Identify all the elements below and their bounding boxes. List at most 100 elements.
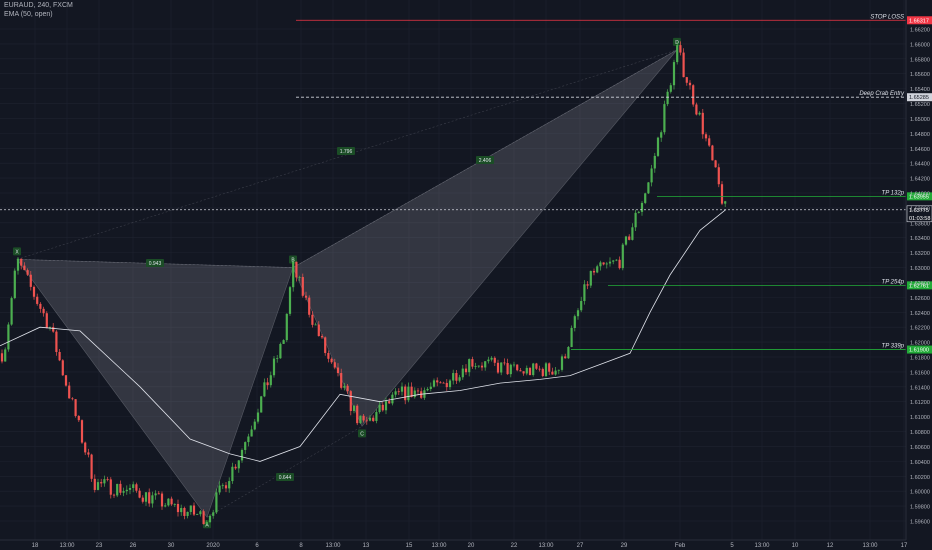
candle-up: [599, 260, 602, 271]
candle-up: [698, 111, 701, 116]
candle-up: [660, 130, 663, 142]
candle-body: [100, 482, 103, 484]
candle-body: [596, 266, 599, 273]
candle-body: [247, 436, 250, 443]
candle-body: [135, 484, 138, 491]
candle-down: [52, 323, 55, 333]
candle-body: [474, 366, 477, 367]
candle-body: [436, 380, 439, 383]
candle-up: [426, 387, 429, 392]
candle-body: [650, 168, 653, 183]
candle-up: [407, 382, 410, 403]
point-label: A: [205, 522, 209, 528]
candle-body: [426, 388, 429, 391]
candle-down: [711, 144, 714, 161]
candle-down: [503, 358, 506, 366]
candle-body: [333, 362, 336, 368]
candle-up: [580, 296, 583, 313]
candle-up: [583, 280, 586, 305]
price-tick-label: 1.60000: [910, 490, 930, 496]
candle-body: [276, 358, 279, 360]
candle-body: [20, 258, 23, 266]
candle-body: [39, 303, 42, 309]
candle-down: [39, 302, 42, 313]
candle-body: [692, 85, 695, 105]
candle-down: [528, 366, 532, 376]
candle-body: [346, 385, 349, 392]
candle-up: [231, 462, 234, 484]
candle-up: [151, 491, 154, 508]
candle-down: [330, 357, 333, 364]
candle-body: [144, 492, 148, 502]
candle-down: [0, 349, 4, 364]
candle-up: [199, 510, 202, 517]
candle-up: [394, 388, 397, 398]
candle-body: [58, 352, 61, 361]
candle-body: [298, 277, 301, 278]
symbol-title[interactable]: EURAUD, 240, FXCM: [4, 2, 73, 9]
candle-body: [660, 132, 663, 138]
indicator-label[interactable]: EMA (50, open): [4, 11, 53, 18]
candle-body: [42, 308, 45, 314]
level-tp-254p: TP 254p 1.62761: [608, 279, 932, 290]
level-price-tag-text: 1.63955: [909, 194, 929, 200]
candle-down: [304, 291, 308, 301]
level-price-tag-text: 1.62761: [909, 283, 929, 289]
candle-body: [311, 314, 314, 325]
candle-down: [372, 415, 375, 423]
candle-body: [557, 369, 560, 371]
candle-body: [480, 365, 484, 368]
candle-body: [64, 375, 68, 386]
candle-body: [432, 380, 436, 387]
price-axis[interactable]: 1.66200 1.66000 1.65800 1.65600 1.65400 1.652…: [905, 0, 930, 540]
level-price-tag: [907, 16, 932, 25]
candle-down: [420, 387, 423, 399]
candle-body: [368, 417, 372, 421]
candle-down: [704, 132, 708, 142]
candle-down: [234, 464, 237, 470]
candle-body: [381, 404, 384, 411]
level-label: TP 339p: [882, 344, 905, 350]
candle-body: [36, 296, 39, 304]
candle-body: [615, 259, 618, 261]
candle-body: [416, 390, 420, 392]
candle-body: [189, 505, 192, 512]
candle-up: [189, 505, 192, 515]
candle-body: [573, 316, 576, 328]
price-tick-label: 1.60800: [910, 430, 930, 436]
candle-up: [554, 366, 557, 376]
candle-down: [45, 311, 48, 329]
level-label: TP 132p: [882, 190, 905, 196]
candle-body: [52, 327, 55, 332]
current-price-tag: [906, 205, 932, 223]
candle-body: [580, 301, 583, 311]
level-label: STOP LOSS: [870, 14, 904, 20]
candle-down: [26, 268, 29, 276]
candle-down: [68, 381, 71, 399]
candle-body: [330, 358, 333, 363]
candle-down: [176, 499, 180, 517]
candle-up: [612, 259, 615, 265]
pattern-connector: [16, 49, 678, 260]
candle-up: [468, 358, 471, 377]
candle-body: [378, 404, 381, 413]
candle-body: [544, 363, 548, 377]
price-tick-label: 1.65800: [910, 57, 930, 63]
candle-body: [442, 382, 445, 384]
time-axis[interactable]: 18 13:00 23 26 30 2020 6 8 13:00 13 15 13:00 20 22 13:…: [0, 539, 908, 549]
time-tick-label: 27: [577, 543, 584, 549]
candle-body: [77, 415, 80, 421]
candle-down: [224, 482, 228, 493]
price-tick-label: 1.62800: [910, 281, 930, 287]
candle-body: [397, 391, 400, 393]
candle-body: [448, 380, 452, 388]
price-tick-label: 1.62400: [910, 311, 930, 317]
candle-body: [628, 236, 631, 240]
price-levels: STOP LOSS 1.66317 Deep Crab Entry 1.65285 TP…: [0, 14, 932, 354]
candle-down: [388, 398, 391, 405]
candle-body: [560, 356, 564, 370]
candle-up: [128, 484, 132, 495]
candle-body: [564, 356, 567, 359]
